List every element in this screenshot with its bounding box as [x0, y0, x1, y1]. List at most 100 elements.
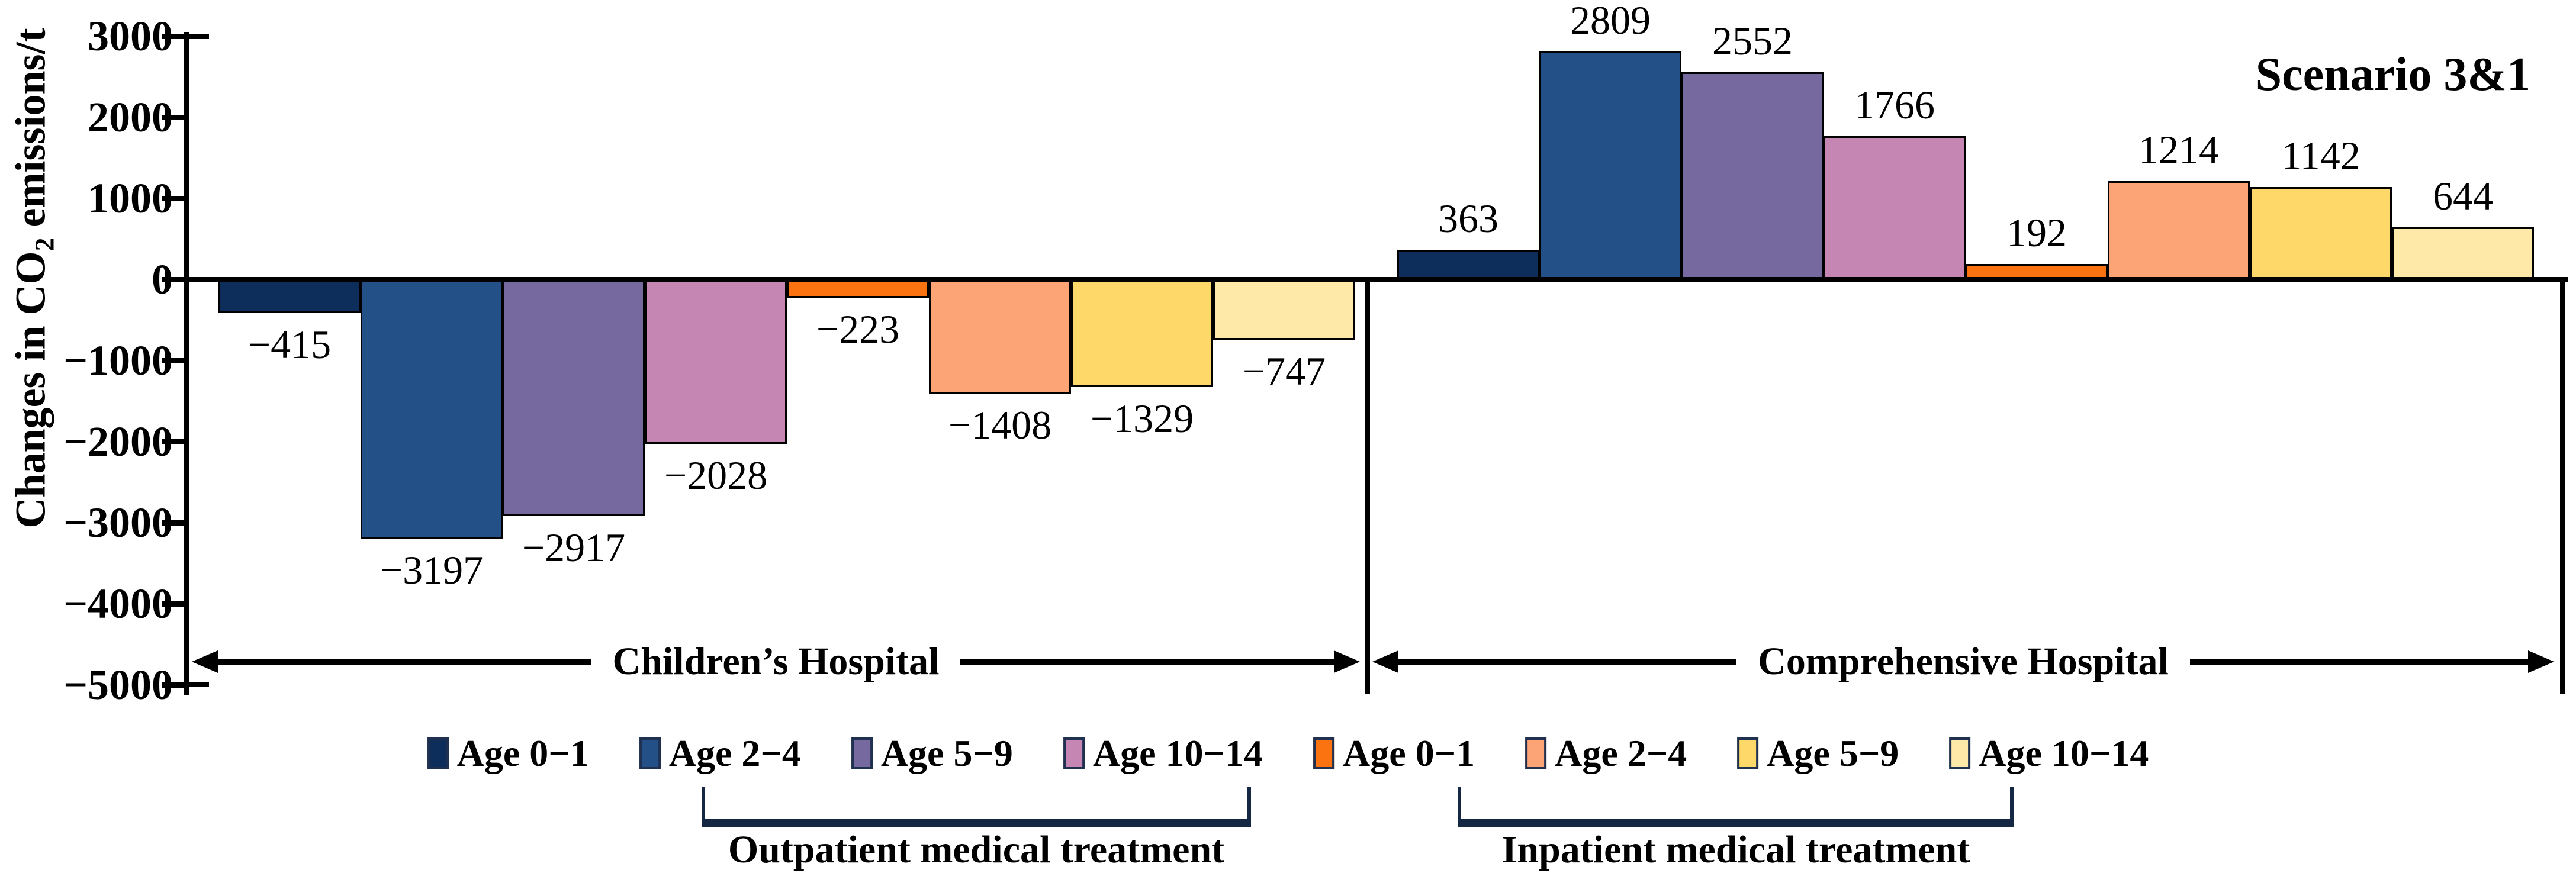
legend-item: Age 10−14: [1949, 732, 2149, 775]
bar-value-label: −3197: [380, 547, 484, 592]
bar-value-label: 1142: [2281, 133, 2360, 178]
right-arrowhead-icon: [1334, 650, 1361, 673]
y-axis-bottom-cap: [184, 682, 209, 687]
y-tick-mark: [162, 196, 185, 201]
bar: [218, 279, 361, 313]
y-tick-label: −5000: [63, 661, 173, 708]
bar: [929, 279, 1071, 394]
y-tick-mark: [162, 277, 185, 282]
y-tick-label: −1000: [63, 337, 173, 384]
bar-value-label: −1329: [1090, 396, 1194, 441]
bar-value-label: 363: [1438, 196, 1498, 241]
y-tick-label: 2000: [88, 94, 173, 141]
legend-swatch: [639, 737, 661, 769]
bracket-bar: [702, 819, 1251, 827]
arrow-shaft: [2189, 659, 2528, 665]
bar: [645, 279, 787, 444]
bar: [2392, 227, 2534, 279]
bar-value-label: −1408: [948, 402, 1052, 447]
arrow-shaft: [960, 659, 1334, 665]
legend-item: Age 0−1: [1313, 732, 1475, 775]
bracket-bar: [1458, 819, 2014, 827]
legend-swatch: [427, 737, 449, 769]
y-tick-label: −3000: [63, 499, 173, 546]
legend-item: Age 5−9: [851, 732, 1013, 775]
bar: [503, 279, 645, 516]
bar: [1071, 279, 1213, 387]
legend-label: Age 5−9: [880, 732, 1013, 774]
bar: [2250, 187, 2392, 279]
plot-right-boundary-line: [2560, 279, 2565, 694]
bar: [1397, 250, 1539, 279]
legend-label: Age 10−14: [1092, 732, 1263, 774]
comprehensive-hospital-label: Comprehensive Hospital: [1758, 640, 2169, 683]
bar-value-label: 2809: [1570, 0, 1651, 43]
section-divider-line: [1365, 279, 1370, 694]
bar: [1539, 51, 1681, 279]
bar-value-label: 1766: [1854, 82, 1935, 127]
bar-value-label: −747: [1242, 349, 1326, 394]
bar: [1966, 264, 2108, 279]
y-tick-label: −2000: [63, 418, 173, 465]
legend-item: Age 10−14: [1063, 732, 1263, 775]
scenario-title: Scenario 3&1: [2255, 49, 2530, 101]
children-hospital-label: Children’s Hospital: [612, 640, 940, 683]
y-tick-mark: [162, 439, 185, 444]
bar-value-label: −223: [816, 307, 900, 352]
bar-value-label: 192: [2006, 210, 2067, 255]
bar-value-label: −415: [247, 322, 332, 367]
inpatient-bracket: [1458, 787, 2014, 827]
legend-label: Age 0−1: [1343, 732, 1475, 774]
arrow-shaft: [218, 659, 591, 665]
y-axis-top-cap: [184, 34, 209, 39]
y-tick-label: 1000: [88, 175, 173, 222]
legend-label: Age 10−14: [1979, 732, 2149, 774]
legend-item: Age 0−1: [427, 732, 589, 775]
bar-value-label: 1214: [2138, 127, 2219, 172]
children-hospital-range-arrow: Children’s Hospital: [192, 638, 1361, 685]
y-tick-label: −4000: [63, 580, 173, 627]
legend-item: Age 5−9: [1737, 732, 1899, 775]
y-axis-line: [184, 32, 189, 695]
bar: [1213, 279, 1355, 340]
zero-baseline: [184, 277, 2568, 282]
comprehensive-hospital-range-arrow: Comprehensive Hospital: [1372, 638, 2554, 685]
bar-value-label: 644: [2433, 173, 2493, 218]
left-arrowhead-icon: [1372, 650, 1398, 673]
legend-item: Age 2−4: [639, 732, 801, 775]
right-arrowhead-icon: [2528, 650, 2554, 673]
legend-swatch: [1525, 737, 1547, 769]
legend-swatch: [1313, 737, 1334, 769]
outpatient-bracket-label: Outpatient medical treatment: [728, 828, 1225, 871]
bar-value-label: −2917: [522, 525, 626, 570]
outpatient-bracket: [702, 787, 1251, 827]
y-tick-label: 0: [152, 256, 173, 303]
bar: [2108, 181, 2250, 279]
y-tick-mark: [162, 115, 185, 120]
legend-swatch: [851, 737, 873, 769]
bar: [1824, 136, 1966, 279]
legend-label: Age 2−4: [668, 732, 801, 774]
y-axis-title-subscript: 2: [29, 237, 60, 252]
bar: [361, 279, 503, 539]
legend-swatch: [1949, 737, 1971, 769]
legend-item: Age 2−4: [1525, 732, 1687, 775]
legend-label: Age 0−1: [456, 732, 589, 774]
inpatient-bracket-label: Inpatient medical treatment: [1501, 828, 1970, 871]
bar-value-label: −2028: [664, 453, 768, 498]
y-tick-mark: [162, 520, 185, 526]
y-tick-mark: [162, 601, 185, 607]
y-tick-mark: [162, 682, 185, 688]
y-tick-mark: [162, 358, 185, 363]
arrow-shaft: [1398, 659, 1737, 665]
bar-value-label: 2552: [1712, 18, 1793, 63]
legend-swatch: [1737, 737, 1759, 769]
legend: Age 0−1 Age 2−4 Age 5−9 Age 10−14 Age 0−1 Age…: [427, 732, 2149, 775]
y-tick-label: 3000: [88, 12, 173, 60]
y-tick-mark: [162, 34, 185, 39]
left-arrowhead-icon: [192, 650, 218, 673]
bar: [1681, 72, 1824, 279]
legend-swatch: [1063, 737, 1085, 769]
legend-label: Age 5−9: [1767, 732, 1899, 774]
